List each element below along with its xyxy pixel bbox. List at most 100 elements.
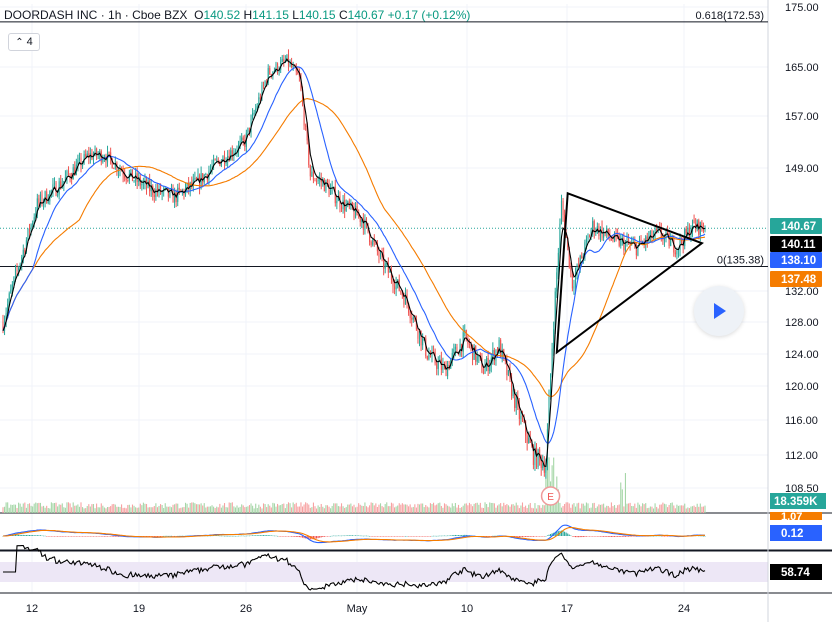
candle-body: [378, 251, 380, 257]
volume-bar: [77, 504, 79, 513]
volume-bar: [5, 502, 7, 513]
candle-body: [372, 239, 374, 245]
candle-body: [404, 293, 407, 305]
macd-bar: [161, 536, 163, 537]
volume-bar: [394, 507, 396, 513]
price-tick-label: 132.00: [785, 286, 819, 298]
candle-body: [214, 159, 216, 161]
macd-bar: [556, 531, 558, 536]
volume-bar: [398, 503, 400, 513]
macd-bar: [287, 536, 290, 537]
candle-body: [383, 254, 385, 269]
earnings-marker[interactable]: [540, 486, 561, 506]
macd-bar: [164, 535, 166, 537]
macd-bar: [601, 536, 603, 537]
replay-play-button[interactable]: [694, 286, 744, 336]
volume-bar: [564, 503, 566, 513]
macd-bar: [443, 535, 446, 537]
volume-bar: [245, 506, 247, 513]
symbol-name[interactable]: DOORDASH INC: [4, 8, 98, 22]
macd-bar: [266, 535, 268, 536]
price-tick-label: 124.00: [785, 349, 819, 361]
candle-body: [161, 191, 163, 194]
volume-bar: [301, 506, 304, 513]
candle-body: [239, 140, 241, 145]
candle-body: [131, 169, 134, 182]
macd-bar: [43, 535, 45, 537]
volume-bar: [21, 506, 23, 513]
time-axis[interactable]: 12 19 26 May 10 17 24: [26, 603, 690, 615]
macd-bar: [632, 536, 634, 537]
volume-bar: [500, 503, 502, 513]
volume-bar: [701, 506, 703, 513]
macd-bar: [408, 536, 410, 537]
macd-bar: [27, 534, 29, 536]
macd-bar: [330, 535, 332, 537]
volume-bar: [598, 504, 600, 513]
macd-bar: [33, 535, 35, 536]
close-value: 140.67: [347, 8, 385, 22]
volume-bar: [239, 506, 241, 513]
volume-bar: [681, 505, 683, 513]
candle-body: [489, 364, 491, 372]
volume-bar: [378, 504, 380, 513]
volume-bar: [498, 504, 500, 513]
macd-bar: [595, 536, 597, 537]
candle-body: [286, 54, 288, 61]
macd-bar: [337, 535, 339, 537]
volume-bar: [116, 506, 118, 513]
candle-body: [704, 228, 706, 232]
candle-body: [18, 268, 20, 271]
macd-bar: [379, 536, 382, 537]
volume-bar: [392, 503, 394, 513]
candle-body: [426, 355, 428, 360]
candle-body: [412, 317, 414, 320]
macd-bar: [412, 536, 414, 537]
macd-bar: [415, 536, 417, 537]
macd-bar: [489, 536, 491, 537]
volume-bar: [61, 503, 63, 513]
candle-body: [487, 358, 489, 372]
macd-bar: [167, 535, 169, 537]
candle-body: [401, 292, 403, 296]
macd-bar: [166, 535, 168, 537]
macd-bar: [248, 535, 251, 537]
volume-bar: [453, 506, 455, 513]
macd-bar: [334, 535, 336, 537]
price-tick-label: 128.00: [785, 317, 819, 329]
macd-bar: [158, 536, 160, 537]
candle-body: [573, 286, 575, 289]
volume-bar: [654, 503, 656, 513]
candle-body: [242, 137, 244, 141]
price-axis[interactable]: 175.00 165.00 157.00 149.00 132.00 128.00 124.…: [785, 2, 819, 495]
macd-bar: [356, 535, 358, 536]
volume-bar: [662, 502, 664, 513]
candle-body: [328, 184, 330, 195]
volume-bar: [613, 505, 616, 513]
interval-label[interactable]: 1h: [108, 8, 122, 22]
candle-body: [654, 228, 656, 236]
volume-bar: [450, 507, 452, 513]
triangle-pattern[interactable]: [555, 191, 704, 355]
candle-body: [110, 152, 112, 159]
volume-bar: [358, 503, 360, 513]
candle-body: [548, 395, 550, 430]
macd-bar: [25, 535, 27, 536]
volume-bar: [25, 507, 27, 513]
macd-bar: [41, 535, 43, 537]
candle-body: [635, 243, 637, 256]
volume-bar: [409, 504, 411, 513]
indicators-toggle-button[interactable]: ⌃ 4: [8, 33, 40, 51]
ma-fast-line: [2, 57, 706, 468]
volume-bar: [451, 503, 453, 513]
macd-bar: [698, 535, 700, 537]
change-value: +0.17 (+0.12%): [387, 8, 471, 22]
macd-bar: [50, 536, 52, 537]
candle-body: [701, 222, 703, 229]
volume-bar: [696, 503, 698, 513]
volume-bar: [58, 504, 60, 513]
macd-bar: [486, 536, 488, 537]
macd-badge: [770, 525, 822, 541]
price-tick-label: 112.00: [785, 450, 818, 462]
